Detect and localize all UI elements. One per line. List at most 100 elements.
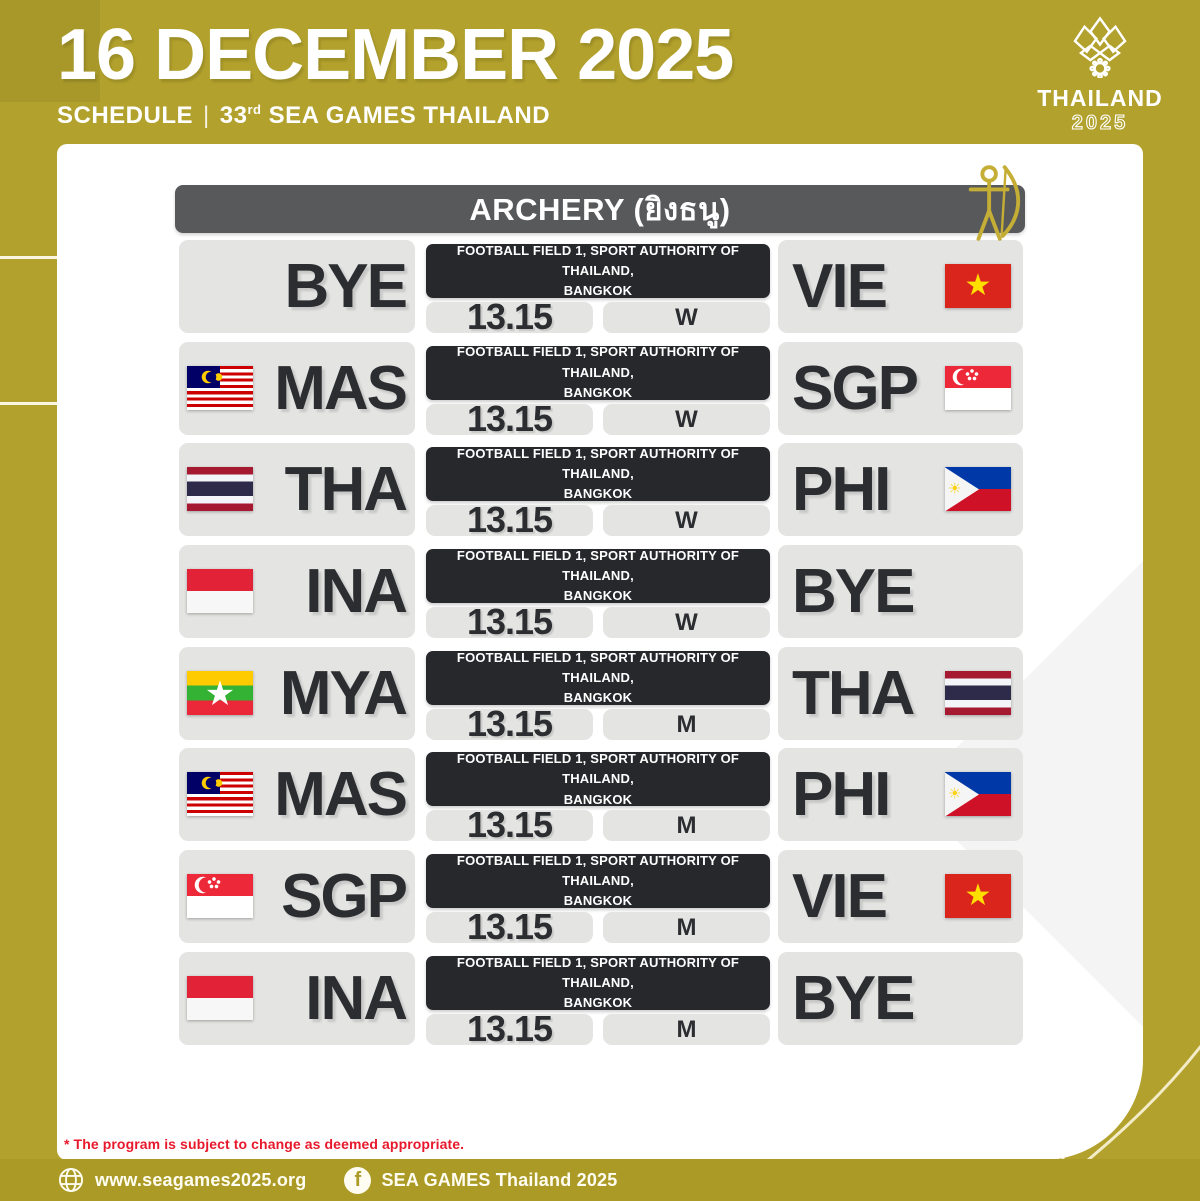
- match-row: INA FOOTBALL FIELD 1, SPORT AUTHORITY OF…: [175, 545, 1025, 640]
- team-code-left: INA: [305, 963, 408, 1033]
- match-gender: M: [676, 710, 697, 738]
- facebook-label: SEA GAMES Thailand 2025: [381, 1169, 618, 1190]
- team-code-right: THA: [792, 658, 915, 728]
- facebook-link[interactable]: f SEA GAMES Thailand 2025: [344, 1166, 618, 1194]
- team-box-left: MYA: [179, 646, 415, 740]
- venue-line1: FOOTBALL FIELD 1, SPORT AUTHORITY OF THA…: [456, 344, 740, 380]
- emblem-year: 2025: [1071, 111, 1129, 134]
- venue-box: FOOTBALL FIELD 1, SPORT AUTHORITY OF THA…: [426, 650, 770, 705]
- match-time: 13.15: [466, 906, 553, 948]
- country-flag-icon: [945, 772, 1011, 817]
- venue-box: FOOTBALL FIELD 1, SPORT AUTHORITY OF THA…: [426, 955, 770, 1010]
- background-pattern-line: [0, 402, 57, 405]
- team-box-left: INA: [179, 951, 415, 1045]
- time-box: 13.15: [426, 299, 593, 335]
- team-code-left: MAS: [274, 760, 408, 830]
- emblem-title: THAILAND: [1037, 85, 1163, 111]
- event-ordinal: rd: [247, 101, 262, 117]
- venue-box: FOOTBALL FIELD 1, SPORT AUTHORITY OF THA…: [426, 344, 770, 400]
- match-row: MAS FOOTBALL FIELD 1, SPORT AUTHORITY OF…: [175, 341, 1025, 436]
- country-flag-icon: [187, 874, 253, 919]
- match-time: 13.15: [466, 296, 553, 337]
- team-code-right: PHI: [792, 760, 891, 830]
- disclaimer-note: * The program is subject to change as de…: [64, 1136, 465, 1152]
- event-name: SEA GAMES THAILAND: [261, 101, 551, 129]
- time-box: 13.15: [426, 502, 593, 538]
- time-box: 13.15: [426, 400, 593, 436]
- gender-box: M: [603, 810, 770, 842]
- venue-line2: BANGKOK: [563, 486, 633, 502]
- gender-box: W: [603, 505, 770, 537]
- team-code-right: PHI: [792, 455, 891, 525]
- country-flag-icon: [187, 365, 253, 410]
- venue-box: FOOTBALL FIELD 1, SPORT AUTHORITY OF THA…: [426, 751, 770, 807]
- country-flag-icon: [945, 264, 1011, 308]
- header: 16 DECEMBER 2025 SCHEDULE | 33rd SEA GAMES…: [57, 15, 734, 130]
- venue-line1: FOOTBALL FIELD 1, SPORT AUTHORITY OF THA…: [456, 446, 740, 482]
- country-flag-icon: [945, 874, 1011, 919]
- match-row: BYE FOOTBALL FIELD 1, SPORT AUTHORITY OF…: [175, 240, 1025, 335]
- match-row: INA FOOTBALL FIELD 1, SPORT AUTHORITY OF…: [175, 951, 1025, 1046]
- subtitle: SCHEDULE | 33rd SEA GAMES THAILAND: [57, 102, 733, 130]
- globe-icon: [58, 1167, 84, 1193]
- team-box-left: THA: [179, 443, 415, 537]
- match-gender: M: [676, 914, 697, 942]
- venue-line1: FOOTBALL FIELD 1, SPORT AUTHORITY OF THA…: [456, 547, 740, 583]
- time-box: 13.15: [426, 807, 593, 843]
- match-row: MAS FOOTBALL FIELD 1, SPORT AUTHORITY OF…: [175, 748, 1025, 843]
- match-row: SGP FOOTBALL FIELD 1, SPORT AUTHORITY OF…: [175, 850, 1025, 945]
- team-code-left: MYA: [279, 658, 408, 728]
- archer-icon: [968, 165, 1021, 241]
- venue-line2: BANGKOK: [563, 893, 633, 909]
- match-gender: W: [675, 507, 698, 535]
- thailand-emblem-icon: [1073, 16, 1127, 80]
- website-label: www.seagames2025.org: [95, 1169, 307, 1190]
- match-gender: W: [675, 609, 698, 637]
- team-box-right: THA: [778, 646, 1023, 740]
- venue-line2: BANGKOK: [563, 689, 633, 705]
- venue-line1: FOOTBALL FIELD 1, SPORT AUTHORITY OF THA…: [456, 852, 740, 889]
- venue-line2: BANGKOK: [563, 994, 633, 1010]
- team-box-left: INA: [179, 545, 415, 639]
- venue-box: FOOTBALL FIELD 1, SPORT AUTHORITY OF THA…: [426, 547, 770, 604]
- team-box-right: PHI: [778, 443, 1023, 537]
- team-box-left: MAS: [179, 341, 415, 435]
- venue-line2: BANGKOK: [563, 384, 633, 400]
- team-code-right: BYE: [792, 557, 915, 627]
- venue-line2: BANGKOK: [563, 588, 633, 604]
- page-title: 16 DECEMBER 2025: [57, 15, 734, 95]
- team-code-left: BYE: [284, 252, 408, 321]
- time-box: 13.15: [426, 705, 593, 741]
- match-gender: M: [676, 812, 697, 840]
- venue-box: FOOTBALL FIELD 1, SPORT AUTHORITY OF THA…: [426, 446, 770, 502]
- gender-box: W: [603, 302, 770, 333]
- time-box: 13.15: [426, 909, 593, 945]
- match-row: THA FOOTBALL FIELD 1, SPORT AUTHORITY OF…: [175, 443, 1025, 538]
- country-flag-icon: [187, 670, 253, 715]
- team-code-right: VIE: [792, 862, 888, 932]
- time-box: 13.15: [426, 604, 593, 640]
- time-box: 13.15: [426, 1010, 593, 1046]
- venue-line1: FOOTBALL FIELD 1, SPORT AUTHORITY OF THA…: [456, 751, 740, 787]
- match-time: 13.15: [466, 702, 553, 744]
- country-flag-icon: [187, 772, 253, 817]
- website-link[interactable]: www.seagames2025.org: [57, 1166, 306, 1194]
- venue-box: FOOTBALL FIELD 1, SPORT AUTHORITY OF THA…: [426, 242, 770, 299]
- section-title: ARCHERY (ยิงธนู): [469, 192, 731, 227]
- team-box-right: PHI: [778, 748, 1023, 842]
- event-number: 33: [219, 101, 248, 129]
- country-flag-icon: [945, 670, 1011, 715]
- background-pattern-rect: [0, 0, 100, 102]
- gender-box: M: [603, 912, 770, 944]
- venue-line1: FOOTBALL FIELD 1, SPORT AUTHORITY OF THA…: [456, 242, 740, 278]
- team-code-right: VIE: [792, 252, 888, 321]
- country-flag-icon: [187, 975, 253, 1020]
- match-time: 13.15: [466, 499, 553, 541]
- section-header-bar: ARCHERY (ยิงธนู): [175, 185, 1025, 233]
- team-box-right: SGP: [778, 341, 1023, 435]
- thailand-emblem: THAILAND 2025: [1030, 16, 1170, 135]
- venue-line2: BANGKOK: [563, 283, 633, 299]
- team-code-left: INA: [305, 557, 408, 627]
- match-time: 13.15: [466, 601, 553, 643]
